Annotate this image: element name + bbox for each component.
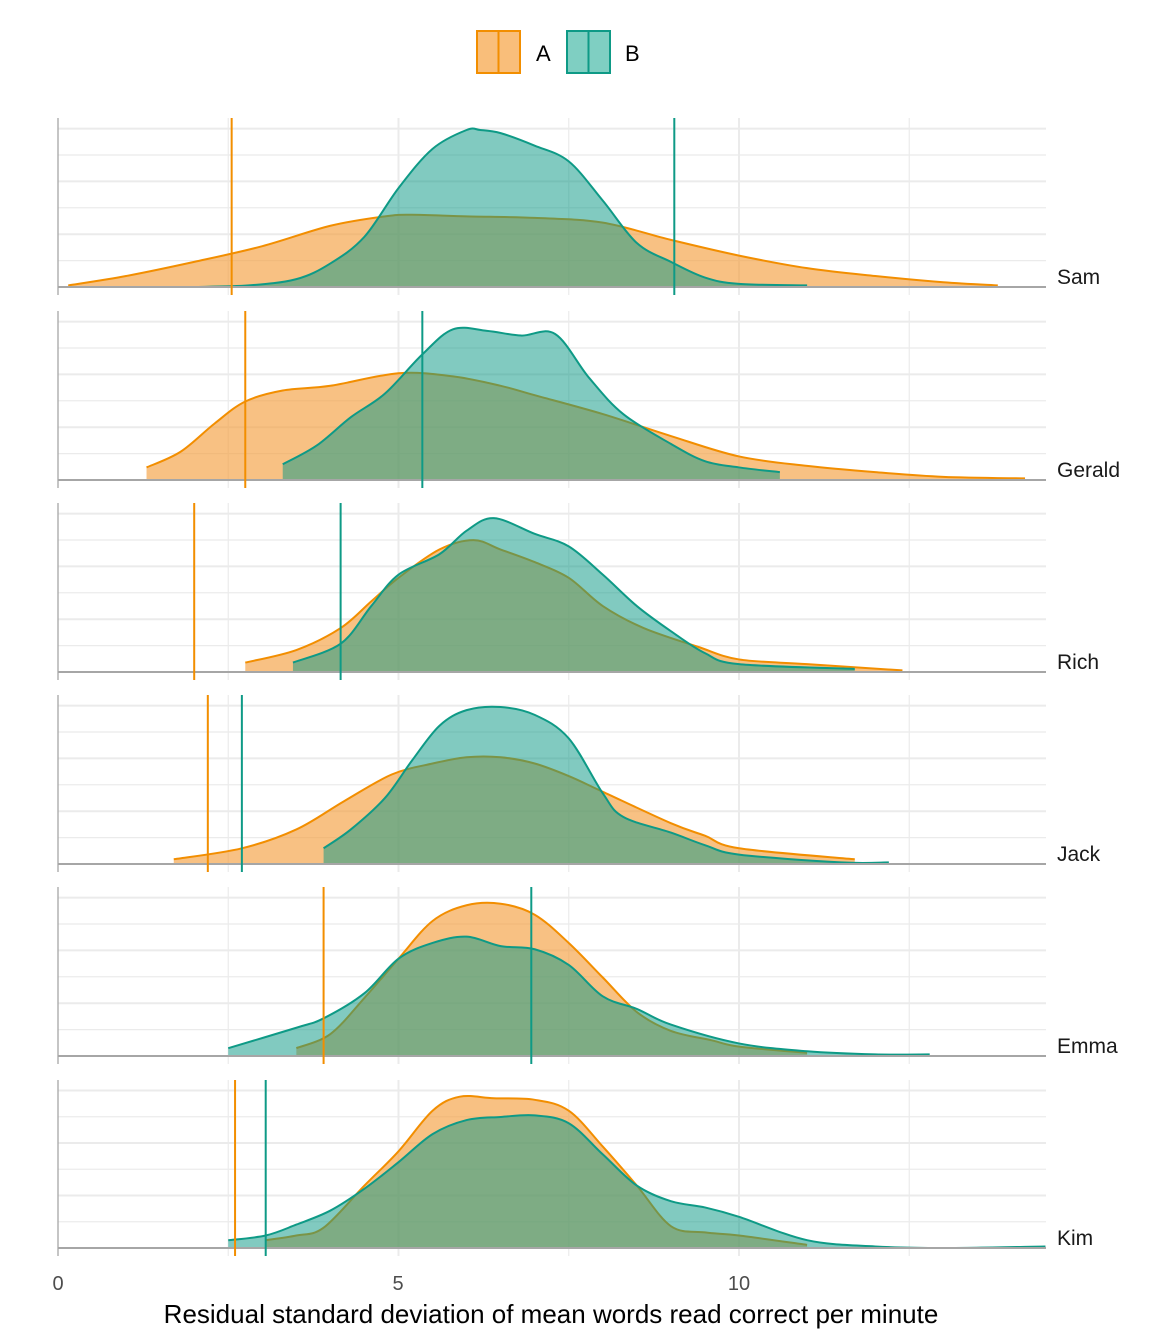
density-line-b (282, 326, 780, 474)
legend-label-a: A (536, 41, 551, 66)
legend: A B (476, 30, 640, 74)
legend-item-b: B (566, 30, 640, 74)
density-line-b (194, 127, 808, 288)
x-tick-label-5: 5 (392, 1273, 403, 1295)
x-axis-title: Residual standard deviation of mean word… (164, 1299, 939, 1329)
density-area-b (282, 327, 780, 480)
density-area-b (228, 936, 930, 1056)
facet-sam: Sam (57, 118, 1100, 295)
density-line-b (292, 517, 855, 670)
facet-emma: Emma (57, 887, 1118, 1064)
density-line-b (228, 1114, 1046, 1250)
x-tick-label-0: 0 (52, 1273, 63, 1295)
facet-label-jack: Jack (1057, 843, 1101, 866)
facet-gerald: Gerald (57, 311, 1120, 488)
facet-kim: Kim (57, 1080, 1093, 1256)
facet-label-kim: Kim (1057, 1227, 1093, 1250)
density-line-b (227, 935, 930, 1056)
density-area-b (323, 706, 889, 864)
facet-rich: Rich (57, 503, 1099, 680)
density-line-b (323, 705, 889, 865)
density-area-b (292, 518, 855, 672)
x-axis: 0 5 10 (52, 1273, 750, 1295)
legend-item-a: A (476, 30, 551, 74)
density-area-b (194, 128, 808, 287)
legend-label-b: B (625, 41, 640, 66)
facet-label-gerald: Gerald (1057, 459, 1120, 482)
facet-label-sam: Sam (1057, 266, 1100, 289)
density-area-b (228, 1115, 1046, 1248)
facet-panels: Sam Gerald Rich Jack Emma Kim (57, 118, 1120, 1256)
x-tick-label-10: 10 (728, 1273, 750, 1295)
facet-label-emma: Emma (1057, 1035, 1118, 1058)
facet-jack: Jack (57, 695, 1101, 872)
facet-label-rich: Rich (1057, 651, 1099, 674)
